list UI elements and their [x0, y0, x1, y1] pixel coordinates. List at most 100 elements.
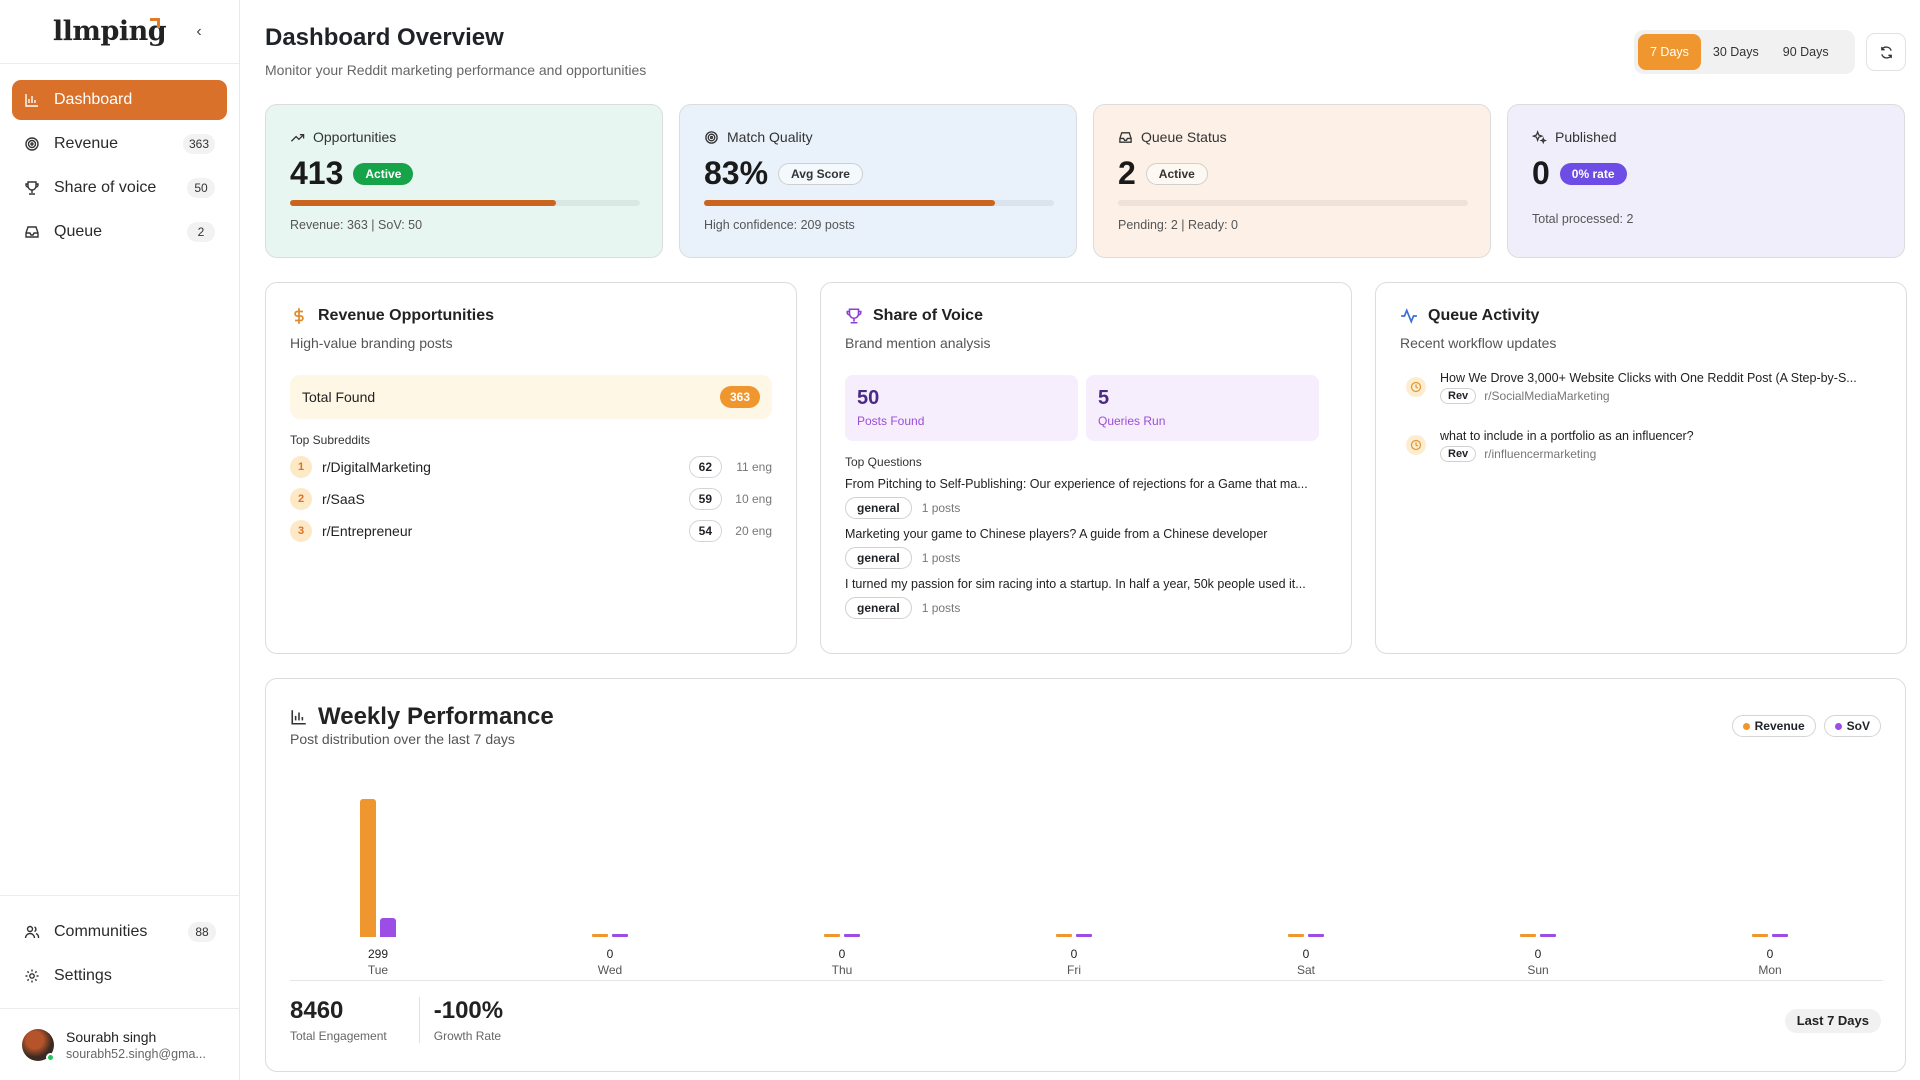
chart-legend: Revenue SoV [1724, 715, 1881, 737]
sidebar-item-settings[interactable]: Settings [12, 956, 228, 996]
bar-value-label: 0 [1534, 947, 1542, 961]
bar-revenue-mon[interactable] [1752, 934, 1768, 937]
nav-count-badge: 88 [188, 922, 216, 942]
stat-footer: Revenue: 363 | SoV: 50 [290, 218, 423, 232]
status-badge: Active [1145, 162, 1208, 185]
bar-sov-tue[interactable] [380, 917, 396, 937]
bar-value-label: 0 [1766, 947, 1774, 961]
posts-found-box: 50 Posts Found [845, 375, 1078, 441]
top-subreddits-label: Top Subreddits [290, 433, 371, 447]
question-item[interactable]: Marketing your game to Chinese players? … [845, 527, 1327, 569]
progress-bar-fill [704, 200, 995, 206]
status-badge: Active [353, 162, 414, 185]
subreddit-name: r/SaaS [322, 491, 365, 507]
legend-item-sov[interactable]: SoV [1823, 715, 1881, 737]
online-status-icon [46, 1052, 55, 1062]
trending-up-icon [290, 133, 305, 142]
posts-found-value: 50 [857, 387, 880, 409]
panel-subtitle: Post distribution over the last 7 days [290, 731, 515, 747]
total-engagement-value: 8460 [290, 997, 344, 1024]
sidebar-item-label: Share of voice [54, 179, 157, 196]
clock-icon [1406, 435, 1426, 455]
users-icon [24, 925, 40, 939]
panel-subtitle: High-value branding posts [290, 335, 453, 351]
posts-found-label: Posts Found [857, 414, 925, 428]
legend-item-revenue[interactable]: Revenue [1731, 715, 1816, 737]
sidebar-item-dashboard[interactable]: Dashboard [12, 80, 227, 120]
bar-revenue-fri[interactable] [1056, 934, 1072, 937]
x-tick-label: Fri [1067, 963, 1081, 977]
bar-value-label: 0 [838, 947, 846, 961]
x-tick-label: Tue [367, 963, 389, 977]
sparkles-icon [1532, 129, 1547, 144]
panel-subtitle: Recent workflow updates [1400, 335, 1557, 351]
x-tick-label: Sun [1527, 963, 1549, 977]
chart-column-thu: 0 Thu [822, 759, 862, 979]
activity-type-tag: Rev [1440, 388, 1477, 404]
question-list: From Pitching to Self-Publishing: Our ex… [845, 477, 1327, 619]
stat-footer: Pending: 2 | Ready: 0 [1118, 218, 1238, 232]
panel-subtitle: Brand mention analysis [845, 335, 991, 351]
question-title: From Pitching to Self-Publishing: Our ex… [845, 477, 1308, 491]
post-count-badge: 54 [688, 520, 722, 542]
range-badge: Last 7 Days [1784, 1009, 1881, 1033]
question-item[interactable]: I turned my passion for sim racing into … [845, 577, 1327, 619]
bar-sov-thu[interactable] [844, 934, 860, 937]
bar-revenue-sun[interactable] [1520, 934, 1536, 937]
share-of-voice-panel: Share of Voice Brand mention analysis 50… [820, 282, 1352, 654]
bar-revenue-thu[interactable] [824, 934, 840, 937]
stat-label: Published [1555, 129, 1617, 145]
bar-sov-wed[interactable] [612, 934, 628, 937]
bar-revenue-tue[interactable] [360, 799, 376, 937]
question-post-count: 1 posts [921, 501, 961, 515]
inbox-icon [25, 226, 39, 238]
activity-title: what to include in a portfolio as an inf… [1440, 429, 1694, 443]
legend-label: SoV [1846, 719, 1870, 733]
sidebar-item-share-of-voice[interactable]: Share of voice 50 [12, 168, 227, 208]
subreddit-row[interactable]: 1 r/DigitalMarketing 62 11 eng [290, 451, 772, 483]
subreddit-row[interactable]: 3 r/Entrepreneur 54 20 eng [290, 515, 772, 547]
activity-item[interactable]: what to include in a portfolio as an inf… [1400, 429, 1882, 477]
main-content: Dashboard Overview Monitor your Reddit m… [241, 0, 1920, 1080]
category-tag: general [845, 547, 912, 569]
chart-column-wed: 0 Wed [590, 759, 630, 979]
range-90-days-button[interactable]: 90 Days [1782, 45, 1829, 59]
stat-value: 83% [704, 155, 769, 191]
range-7-days-button[interactable]: 7 Days [1638, 34, 1701, 70]
user-email: sourabh52.singh@gma... [66, 1046, 206, 1061]
logo[interactable]: llmping [52, 16, 167, 47]
subreddit-row[interactable]: 2 r/SaaS 59 10 eng [290, 483, 772, 515]
sidebar-item-revenue[interactable]: Revenue 363 [12, 124, 227, 164]
total-found-label: Total Found [302, 389, 376, 405]
queries-run-label: Queries Run [1098, 414, 1166, 428]
bar-revenue-wed[interactable] [592, 934, 608, 937]
activity-icon [1401, 308, 1417, 324]
bar-sov-mon[interactable] [1772, 934, 1788, 937]
bar-chart-icon [25, 94, 38, 107]
sidebar-item-label: Communities [54, 923, 148, 940]
page-title: Dashboard Overview [265, 24, 504, 51]
activity-item[interactable]: How We Drove 3,000+ Website Clicks with … [1400, 371, 1882, 419]
user-profile[interactable]: Sourabh singh sourabh52.singh@gma... [0, 1008, 240, 1080]
bar-revenue-sat[interactable] [1288, 934, 1304, 937]
target-icon [705, 130, 718, 144]
bar-sov-sat[interactable] [1308, 934, 1324, 937]
trophy-icon [25, 181, 39, 195]
range-30-days-button[interactable]: 30 Days [1712, 45, 1759, 59]
stat-label: Queue Status [1141, 129, 1227, 145]
date-range-toggle: 7 Days 30 Days 90 Days [1634, 30, 1855, 74]
stat-value: 2 [1118, 155, 1136, 191]
refresh-button[interactable] [1866, 33, 1906, 71]
bar-sov-fri[interactable] [1076, 934, 1092, 937]
sidebar-item-communities[interactable]: Communities 88 [12, 912, 228, 952]
activity-title: How We Drove 3,000+ Website Clicks with … [1440, 371, 1857, 385]
bar-sov-sun[interactable] [1540, 934, 1556, 937]
collapse-sidebar-button[interactable]: ‹ [196, 23, 202, 40]
question-item[interactable]: From Pitching to Self-Publishing: Our ex… [845, 477, 1327, 519]
stat-footer: High confidence: 209 posts [704, 218, 855, 232]
stat-value: 0 [1532, 155, 1550, 191]
x-tick-label: Mon [1758, 963, 1782, 977]
progress-bar [1118, 200, 1468, 206]
sidebar-item-queue[interactable]: Queue 2 [12, 212, 227, 252]
x-tick-label: Thu [831, 963, 853, 977]
